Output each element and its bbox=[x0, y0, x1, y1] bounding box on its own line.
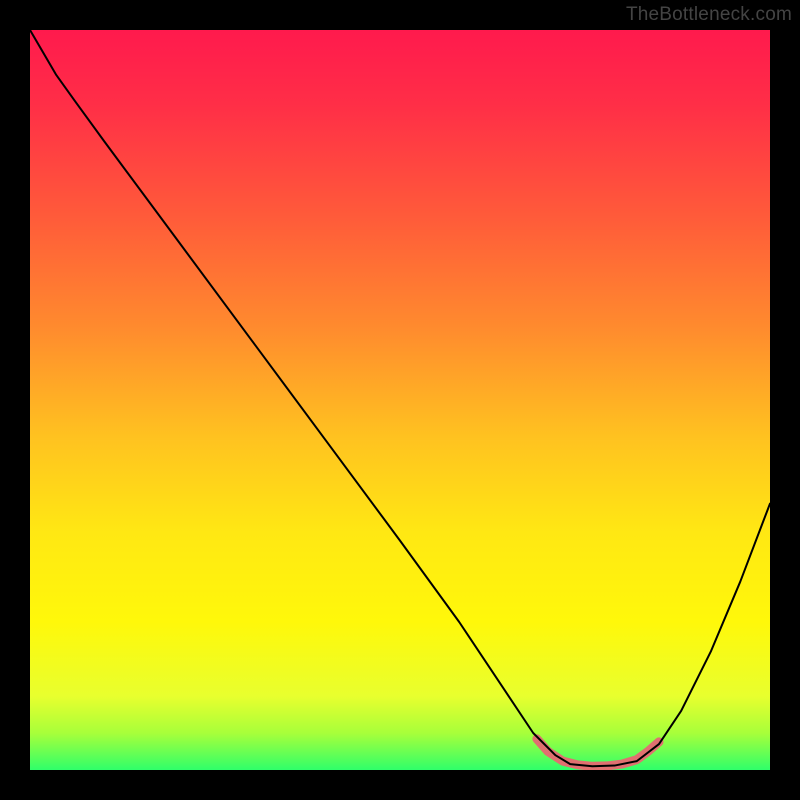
chart-svg bbox=[30, 30, 770, 770]
chart-background bbox=[30, 30, 770, 770]
chart-plot-area bbox=[30, 30, 770, 770]
watermark-text: TheBottleneck.com bbox=[626, 4, 792, 26]
